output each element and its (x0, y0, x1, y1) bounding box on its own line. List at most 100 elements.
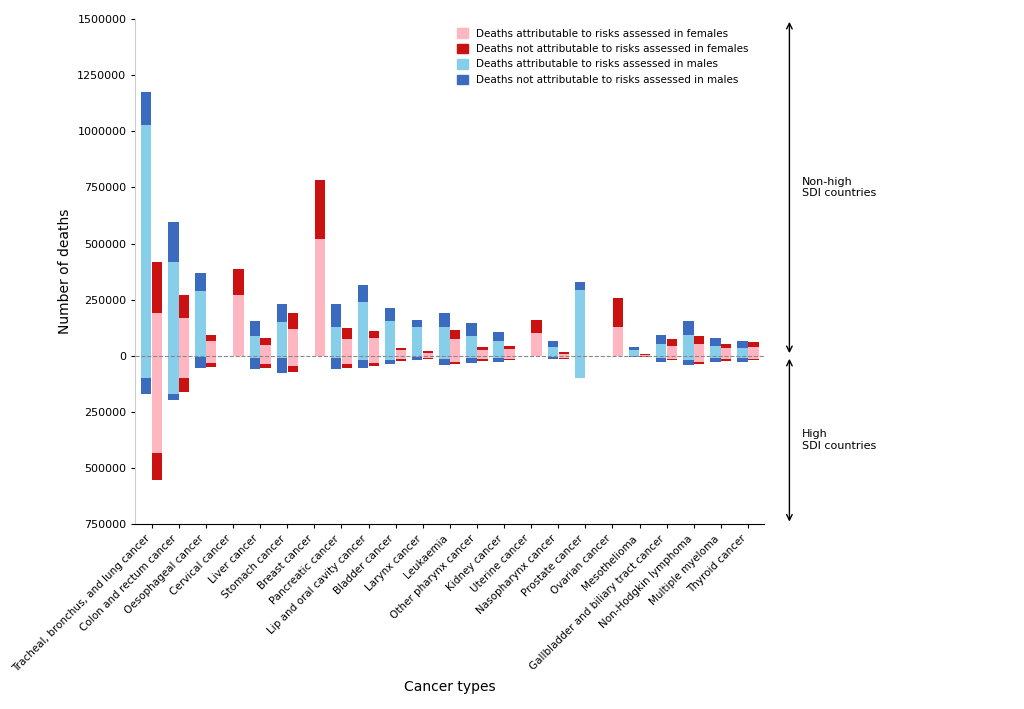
Bar (179, 379, 189, 392)
Bar (179, 296, 189, 318)
Bar (141, 92, 152, 125)
Text: Non-high
SDI countries: Non-high SDI countries (802, 177, 877, 199)
Bar (396, 359, 407, 361)
Legend: Deaths attributable to risks assessed in females, Deaths not attributable to ris: Deaths attributable to risks assessed in… (454, 24, 753, 89)
Bar (558, 356, 569, 358)
Bar (423, 358, 433, 359)
Bar (548, 341, 558, 347)
Bar (439, 359, 450, 365)
Bar (531, 333, 542, 356)
Bar (505, 359, 515, 360)
Bar (477, 350, 487, 356)
Bar (439, 313, 450, 327)
Bar (233, 269, 244, 296)
Bar (558, 358, 569, 359)
Bar (196, 357, 206, 368)
Bar (505, 346, 515, 350)
Bar (683, 335, 693, 356)
Bar (711, 346, 721, 356)
Bar (683, 321, 693, 335)
Bar (694, 344, 705, 356)
Bar (505, 350, 515, 356)
Bar (206, 356, 216, 363)
Bar (260, 356, 270, 364)
Bar (396, 350, 407, 356)
Bar (396, 356, 407, 359)
Bar (152, 262, 162, 313)
Bar (331, 356, 341, 358)
Bar (558, 354, 569, 356)
Bar (640, 354, 650, 355)
Bar (331, 358, 341, 369)
Bar (531, 320, 542, 333)
Bar (423, 356, 433, 358)
Bar (574, 281, 585, 290)
Bar (737, 348, 748, 356)
Bar (168, 262, 178, 356)
Bar (656, 356, 667, 358)
Bar (749, 347, 759, 356)
Bar (250, 321, 260, 336)
Bar (331, 327, 341, 356)
Bar (548, 356, 558, 357)
Bar (683, 360, 693, 365)
Bar (711, 358, 721, 362)
Bar (413, 357, 423, 360)
X-axis label: Cancer types: Cancer types (404, 680, 496, 694)
Bar (656, 344, 667, 356)
Bar (206, 363, 216, 367)
Bar (168, 356, 178, 394)
Bar (179, 318, 189, 356)
Bar (168, 394, 178, 400)
Bar (250, 358, 260, 369)
Bar (548, 347, 558, 356)
Bar (667, 359, 677, 360)
Y-axis label: Number of deaths: Number of deaths (57, 209, 72, 335)
Bar (276, 356, 287, 358)
Bar (749, 342, 759, 347)
Bar (369, 331, 379, 338)
Bar (413, 320, 423, 327)
Bar (250, 336, 260, 356)
Bar (358, 356, 369, 360)
Bar (152, 313, 162, 356)
Bar (466, 323, 477, 336)
Bar (505, 356, 515, 359)
Bar (152, 356, 162, 452)
Bar (629, 350, 639, 356)
Bar (558, 352, 569, 354)
Bar (168, 223, 178, 262)
Bar (196, 356, 206, 357)
Bar (667, 346, 677, 356)
Bar (288, 329, 298, 356)
Bar (721, 356, 731, 359)
Bar (749, 356, 759, 359)
Bar (711, 338, 721, 346)
Bar (342, 356, 352, 364)
Bar (683, 356, 693, 360)
Bar (250, 356, 260, 358)
Bar (574, 290, 585, 356)
Bar (656, 358, 667, 362)
Bar (423, 351, 433, 352)
Bar (667, 339, 677, 346)
Bar (451, 362, 461, 364)
Bar (413, 327, 423, 356)
Bar (369, 363, 379, 366)
Bar (276, 323, 287, 356)
Bar (179, 356, 189, 379)
Bar (331, 304, 341, 327)
Bar (385, 360, 395, 364)
Bar (342, 328, 352, 339)
Bar (494, 358, 504, 362)
Bar (288, 313, 298, 329)
Bar (206, 335, 216, 341)
Bar (749, 359, 759, 360)
Bar (721, 344, 731, 348)
Bar (737, 356, 748, 358)
Bar (276, 358, 287, 373)
Bar (260, 364, 270, 368)
Bar (721, 359, 731, 361)
Bar (233, 296, 244, 356)
Bar (413, 356, 423, 357)
